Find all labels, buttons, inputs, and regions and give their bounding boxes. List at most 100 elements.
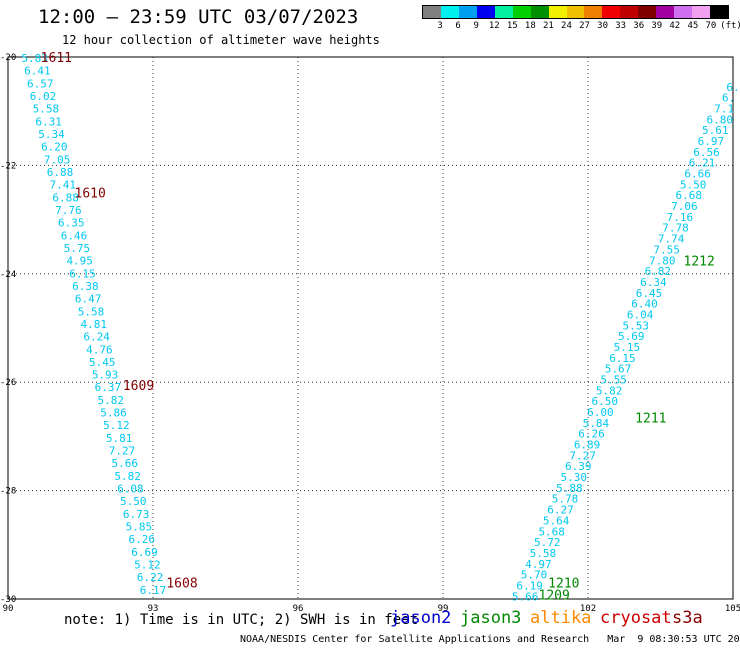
wave-height-label: 7.05 [44,153,71,166]
wave-height-label: 5.34 [38,128,65,141]
satellite-legend-item: jason2 [390,608,452,628]
colorbar-swatch [638,6,657,18]
credit-line: NOAA/NESDIS Center for Satellite Applica… [240,634,740,645]
wave-height-label: 5.67 [605,363,632,376]
wave-height-label: 6.27 [547,504,574,517]
colorbar-label: 42 [669,21,681,31]
x-tick-label: 105 [725,604,740,614]
x-tick-label: 90 [3,604,14,614]
wave-height-label: 5.82 [97,394,124,407]
colorbar-swatch [710,6,728,18]
colorbar-swatch [458,6,477,18]
wave-height-label: 6.46 [61,229,88,242]
x-tick-label: 93 [148,604,159,614]
wave-height-label: 6.35 [58,217,85,230]
colorbar-unit: (ft) [720,21,740,31]
wave-height-label: 5.85 [126,520,153,533]
wave-height-label: 4.76 [86,343,113,356]
colorbar-swatch [530,6,549,18]
wave-height-label: 6.17 [140,584,167,597]
wave-height-label: 5.84 [583,417,610,430]
wave-height-label: 7.27 [109,445,136,458]
satellite-legend-item: altika [530,608,592,628]
colorbar-swatch [548,6,567,18]
wave-height-label: 5.53 [622,319,649,332]
wave-height-label: 6.57 [27,77,54,90]
colorbar-swatch [440,6,459,18]
colorbar-swatch [656,6,675,18]
wave-height-label: 5.30 [561,471,588,484]
wave-height-label: 5.50 [680,178,707,191]
wave-height-label: 5.75 [64,242,91,255]
colorbar-label: 70 [705,21,717,31]
colorbar-label: 36 [633,21,645,31]
wave-height-label: 6.66 [684,168,711,181]
pass-number-label: 1610 [75,187,106,202]
colorbar-label: 27 [579,21,590,31]
wave-height-label: 5.88 [556,482,583,495]
wave-height-label: 5.78 [552,493,579,506]
y-tick-label: -22 [0,161,16,171]
wave-height-label: 5.70 [521,569,548,582]
wave-height-label: 6.41 [24,65,51,78]
colorbar-label: 12 [488,21,500,31]
wave-height-label: 5.58 [530,547,557,560]
wave-height-label: 6.19 [516,579,543,592]
wave-height-label: 6.39 [565,460,592,473]
colorbar-label: 30 [597,21,608,31]
footnote: note: 1) Time is in UTC; 2) SWH is in fe… [64,612,419,628]
colorbar-labels: 3 6 9 12 15 18 21 24 27 30 33 36 39 42 45 70 [422,21,740,33]
chart-subtitle: 12 hour collection of altimeter wave hei… [62,33,380,47]
colorbar-label: 3 [437,21,443,31]
pass-number-label: 1212 [684,254,715,269]
wave-height-label: 6.68 [676,189,703,202]
wave-height-label: 5.64 [543,514,570,527]
wave-height-label: 6.00 [587,406,614,419]
pass-number-label: 1211 [635,411,666,426]
wave-height-label: 5.66 [112,457,139,470]
pass-number-label: 1210 [548,577,579,592]
wave-height-label: 6.37 [95,381,122,394]
colorbar-swatch [512,6,531,18]
pass-number-label: 1209 [539,589,570,604]
wave-height-label: 6.26 [578,428,605,441]
satellite-legend-item: s3a [672,608,703,628]
wave-height-label: 7.78 [662,222,689,235]
wave-height-label: 5.61 [702,124,729,137]
pass-number-label: 1609 [123,379,154,394]
pass-number-label: 1608 [166,577,197,592]
colorbar-label: 24 [561,21,572,31]
wave-height-label: 5.68 [538,525,565,538]
colorbar-swatch [584,6,603,18]
wave-height-label: 4.81 [81,318,108,331]
wave-height-label: 6.08 [117,483,144,496]
wave-height-label: 6.02 [30,90,57,103]
wave-height-label: 5.12 [103,419,130,432]
wave-height-label: 6.15 [69,267,96,280]
wave-height-label: 7.76 [55,204,82,217]
wave-height-label: 6.34 [640,276,667,289]
wave-height-label: 5.66 [512,590,539,603]
wave-height-label: 6.88 [47,166,74,179]
wave-height-label: 5.82 [114,470,141,483]
colorbar-label: 39 [651,21,663,31]
wave-height-label: 7.06 [671,200,698,213]
wave-height-label: 6.31 [35,115,62,128]
pass-number-label: 1611 [41,51,72,66]
wave-height-label: 5.81 [106,432,133,445]
wave-height-label: 6.97 [698,135,725,148]
wave-height-label: 5.69 [618,330,645,343]
wave-height-label: 6.69 [131,546,158,559]
wave-height-label: 4.97 [525,558,552,571]
colorbar-swatch [423,6,441,18]
wave-height-label: 7.80 [649,254,676,267]
wave-height-label: 6.40 [631,298,658,311]
wave-height-label: 5.15 [614,341,641,354]
wave-height-label: 5.72 [534,536,561,549]
wave-height-label: 5.93 [92,369,119,382]
y-tick-label: -26 [0,378,16,388]
y-tick-label: -28 [0,487,16,497]
wave-height-label: 6.22 [137,571,164,584]
wave-height-label: 6.73 [123,508,150,521]
